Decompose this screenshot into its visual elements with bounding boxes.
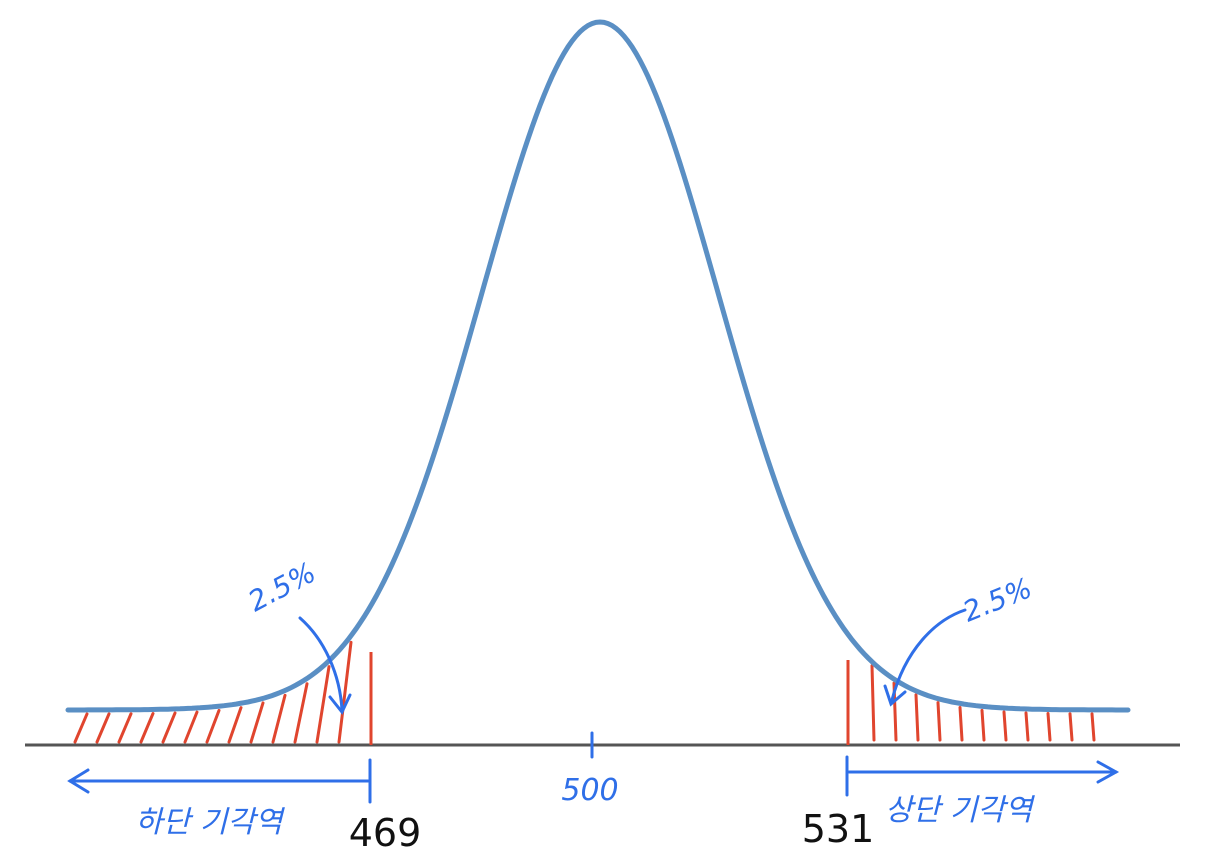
hatch-stroke <box>183 710 199 744</box>
hatch-stroke <box>1090 712 1096 742</box>
hatch-stroke <box>1024 711 1030 742</box>
upper-tail-pointer <box>883 608 967 707</box>
lower-cutoff-label: 469 <box>349 811 422 855</box>
hatch-stroke <box>870 664 876 742</box>
upper-region-label: 상단 기각역 <box>885 793 1036 828</box>
upper-tail-percent: 2.5% <box>958 571 1036 628</box>
hatch-stroke <box>227 706 243 744</box>
normal-curve <box>65 19 1131 713</box>
hatch-stroke <box>139 712 155 744</box>
lower-region-label: 하단 기각역 <box>135 805 286 840</box>
hatch-stroke <box>271 693 287 744</box>
hatch-stroke <box>1046 711 1052 742</box>
lower-tail-percent: 2.5% <box>243 556 321 619</box>
upper-region-arrow <box>845 755 1120 797</box>
mean-label: 500 <box>561 773 618 808</box>
hatch-stroke <box>337 640 353 744</box>
hatch-stroke <box>73 712 89 744</box>
hatch-stroke <box>914 693 920 742</box>
lower-tail-pointer <box>298 616 352 715</box>
upper-cutoff-label: 531 <box>802 807 875 851</box>
hatch-stroke <box>315 665 331 744</box>
hatch-stroke <box>936 701 942 742</box>
lower-region-arrow <box>67 758 372 804</box>
hatch-stroke <box>958 705 964 742</box>
hatch-stroke <box>205 708 221 744</box>
hatch-stroke <box>293 682 309 744</box>
upper-rejection-hatching <box>870 664 1096 742</box>
hatch-stroke <box>1068 712 1074 742</box>
hatch-stroke <box>980 708 986 742</box>
hatch-stroke <box>95 712 111 744</box>
lower-rejection-hatching <box>73 640 353 744</box>
hatch-stroke <box>249 701 265 744</box>
hatch-stroke <box>161 711 177 744</box>
hatch-stroke <box>1002 710 1008 742</box>
hatch-stroke <box>117 712 133 744</box>
